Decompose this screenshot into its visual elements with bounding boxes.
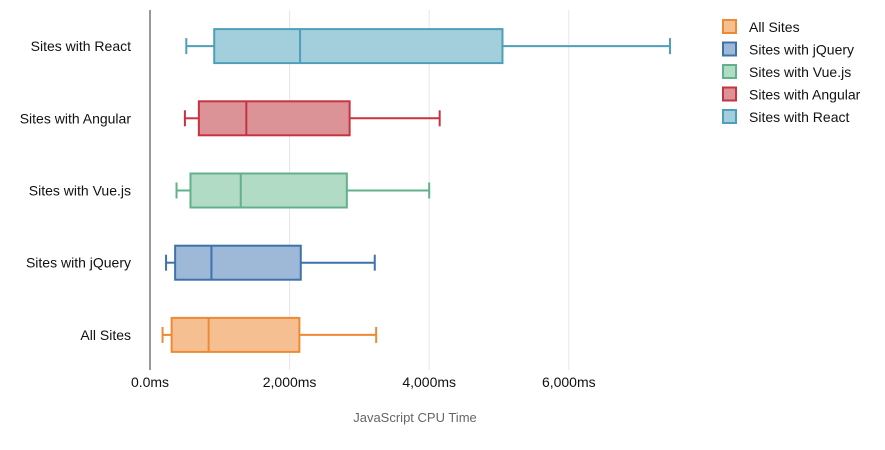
box-sites-with-angular (183, 100, 441, 137)
category-labels: Sites with React Sites with Angular Sites … (20, 38, 132, 343)
boxes (161, 28, 672, 353)
legend-label: Sites with Vue.js (749, 64, 851, 80)
legend-item: Sites with Angular (722, 86, 861, 103)
x-axis-title: JavaScript CPU Time (353, 410, 477, 425)
iqr-box (213, 28, 504, 65)
category-label: Sites with jQuery (26, 255, 131, 271)
iqr-box (170, 316, 301, 353)
legend-swatch (722, 109, 737, 124)
legend-label: Sites with Angular (749, 87, 861, 103)
legend-label: Sites with jQuery (749, 42, 854, 58)
x-tick-label: 6,000ms (542, 374, 596, 390)
category-label: Sites with Vue.js (29, 183, 131, 199)
iqr-box (197, 100, 351, 137)
legend-item: Sites with jQuery (722, 41, 854, 58)
legend-swatch (722, 41, 737, 57)
category-label: Sites with Angular (20, 110, 132, 126)
legend-swatch (722, 86, 737, 102)
legend-label: All Sites (749, 19, 800, 35)
legend-item: Sites with React (722, 109, 849, 125)
legend: All Sites Sites with jQuery Sites with Vue… (722, 19, 861, 125)
iqr-box (189, 172, 348, 209)
box-sites-with-vue-js (175, 172, 431, 209)
legend-item: Sites with Vue.js (722, 64, 851, 80)
box-sites-with-jquery (165, 244, 376, 281)
x-tick-label: 4,000ms (402, 374, 456, 390)
legend-swatch (722, 64, 737, 79)
x-tick-label: 0.0ms (131, 374, 169, 390)
legend-swatch (722, 19, 737, 34)
category-label: All Sites (80, 327, 131, 343)
box-sites-with-react (185, 28, 672, 65)
x-tick-labels: 0.0ms 2,000ms 4,000ms 6,000ms (131, 374, 596, 390)
legend-label: Sites with React (749, 109, 849, 125)
x-tick-label: 2,000ms (263, 374, 317, 390)
category-label: Sites with React (31, 38, 131, 54)
box-all-sites (161, 316, 378, 353)
iqr-box (174, 244, 302, 281)
legend-item: All Sites (722, 19, 800, 35)
